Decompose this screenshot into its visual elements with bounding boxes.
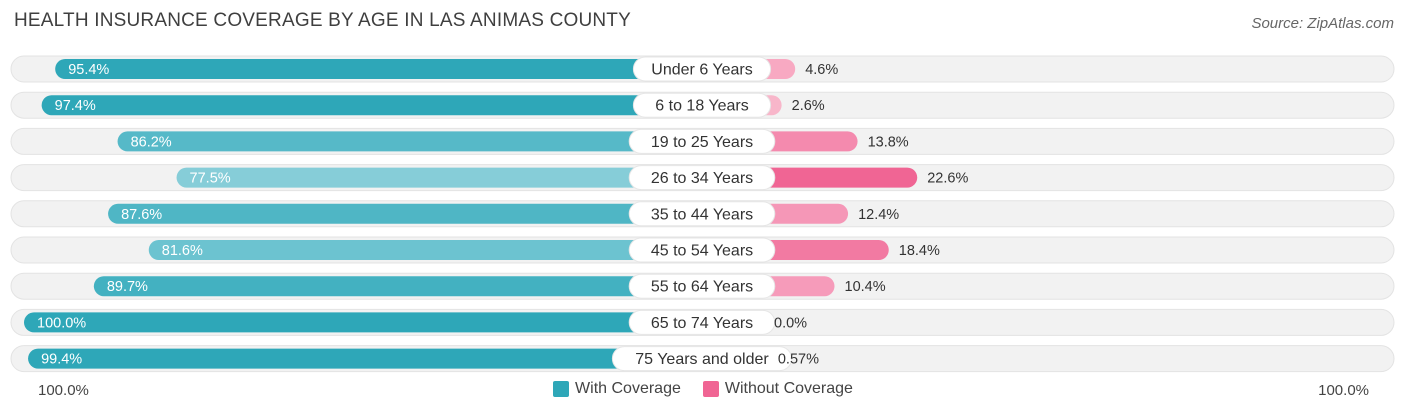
chart-area: Under 6 Years 95.4% 4.6% 6 to 18 Years 97.4%… <box>10 55 1395 373</box>
axis-right-label: 100.0% <box>1318 382 1369 399</box>
bar-with-coverage <box>55 59 763 79</box>
value-label-without: 10.4% <box>845 279 886 295</box>
legend-without-swatch <box>702 381 719 397</box>
legend-with-coverage: With Coverage <box>553 380 681 398</box>
legend-with-label: With Coverage <box>575 380 681 397</box>
value-label-without: 0.0% <box>774 315 807 331</box>
category-label: Under 6 Years <box>651 62 752 79</box>
category-label-pill <box>628 237 776 263</box>
category-label-pill <box>628 128 776 154</box>
value-label-with: 87.6% <box>121 207 162 223</box>
value-label-with: 86.2% <box>131 134 172 150</box>
value-label-without: 0.57% <box>778 352 819 368</box>
category-label-pill <box>628 309 776 335</box>
category-label: 55 to 64 Years <box>651 279 753 296</box>
value-label-without: 18.4% <box>899 243 940 259</box>
value-label-with: 89.7% <box>107 279 148 295</box>
category-label: 35 to 44 Years <box>651 206 753 223</box>
legend-without-coverage: Without Coverage <box>702 380 853 398</box>
category-label: 19 to 25 Years <box>651 134 753 151</box>
legend-without-label: Without Coverage <box>724 380 853 397</box>
category-label-pill <box>628 201 776 227</box>
bar-with-coverage <box>117 131 762 152</box>
bar-with-coverage <box>93 276 763 297</box>
legend-with-swatch <box>553 381 570 397</box>
category-label: 26 to 34 Years <box>651 170 753 187</box>
chart-title: HEALTH INSURANCE COVERAGE BY AGE IN LAS … <box>14 10 631 31</box>
bar-with-coverage <box>28 348 763 369</box>
axis-left-label: 100.0% <box>38 382 89 399</box>
value-label-without: 22.6% <box>927 171 968 187</box>
value-label-without: 2.6% <box>792 98 825 114</box>
category-label: 75 Years and older <box>635 351 769 368</box>
value-label-without: 4.6% <box>805 62 838 78</box>
value-label-with: 99.4% <box>41 352 82 368</box>
category-label-pill <box>611 346 793 372</box>
category-label-pill <box>632 92 772 118</box>
category-label: 45 to 54 Years <box>651 243 753 260</box>
value-label-with: 81.6% <box>162 243 203 259</box>
bar-with-coverage <box>108 203 762 224</box>
category-label-pill <box>632 56 772 82</box>
value-label-with: 100.0% <box>37 315 86 331</box>
bar-with-coverage <box>41 95 763 116</box>
value-label-with: 95.4% <box>68 62 109 78</box>
category-label-pill <box>628 165 776 191</box>
source-label: Source: ZipAtlas.com <box>1251 15 1394 32</box>
bar-with-coverage <box>176 167 763 188</box>
category-label: 65 to 74 Years <box>651 315 753 332</box>
value-label-with: 77.5% <box>190 171 231 187</box>
category-label-pill <box>628 273 776 299</box>
category-label: 6 to 18 Years <box>655 98 748 115</box>
bar-with-coverage <box>148 240 762 260</box>
value-label-with: 97.4% <box>55 98 96 114</box>
legend: With Coverage Without Coverage <box>0 380 1406 398</box>
value-label-without: 12.4% <box>858 207 899 223</box>
bar-with-coverage <box>24 312 762 333</box>
value-label-without: 13.8% <box>868 134 909 150</box>
